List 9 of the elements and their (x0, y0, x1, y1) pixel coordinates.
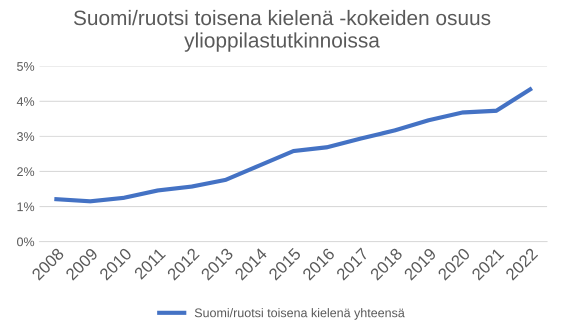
y-tick-label: 5% (17, 62, 34, 71)
chart-title: Suomi/ruotsi toisena kielenä -kokeiden osuus ylioppilastutkinnoissa (74, 10, 490, 52)
y-tick-label: 3% (17, 132, 34, 142)
y-tick-label: 1% (18, 202, 34, 212)
y-tick-label: 4% (16, 97, 34, 106)
line-series (54, 87, 532, 204)
y-tick-label: 0% (17, 237, 34, 246)
y-tick-label: 2% (17, 167, 34, 176)
legend-label: Suomi/ruotsi toisena kielenä yhteensä (194, 308, 405, 320)
